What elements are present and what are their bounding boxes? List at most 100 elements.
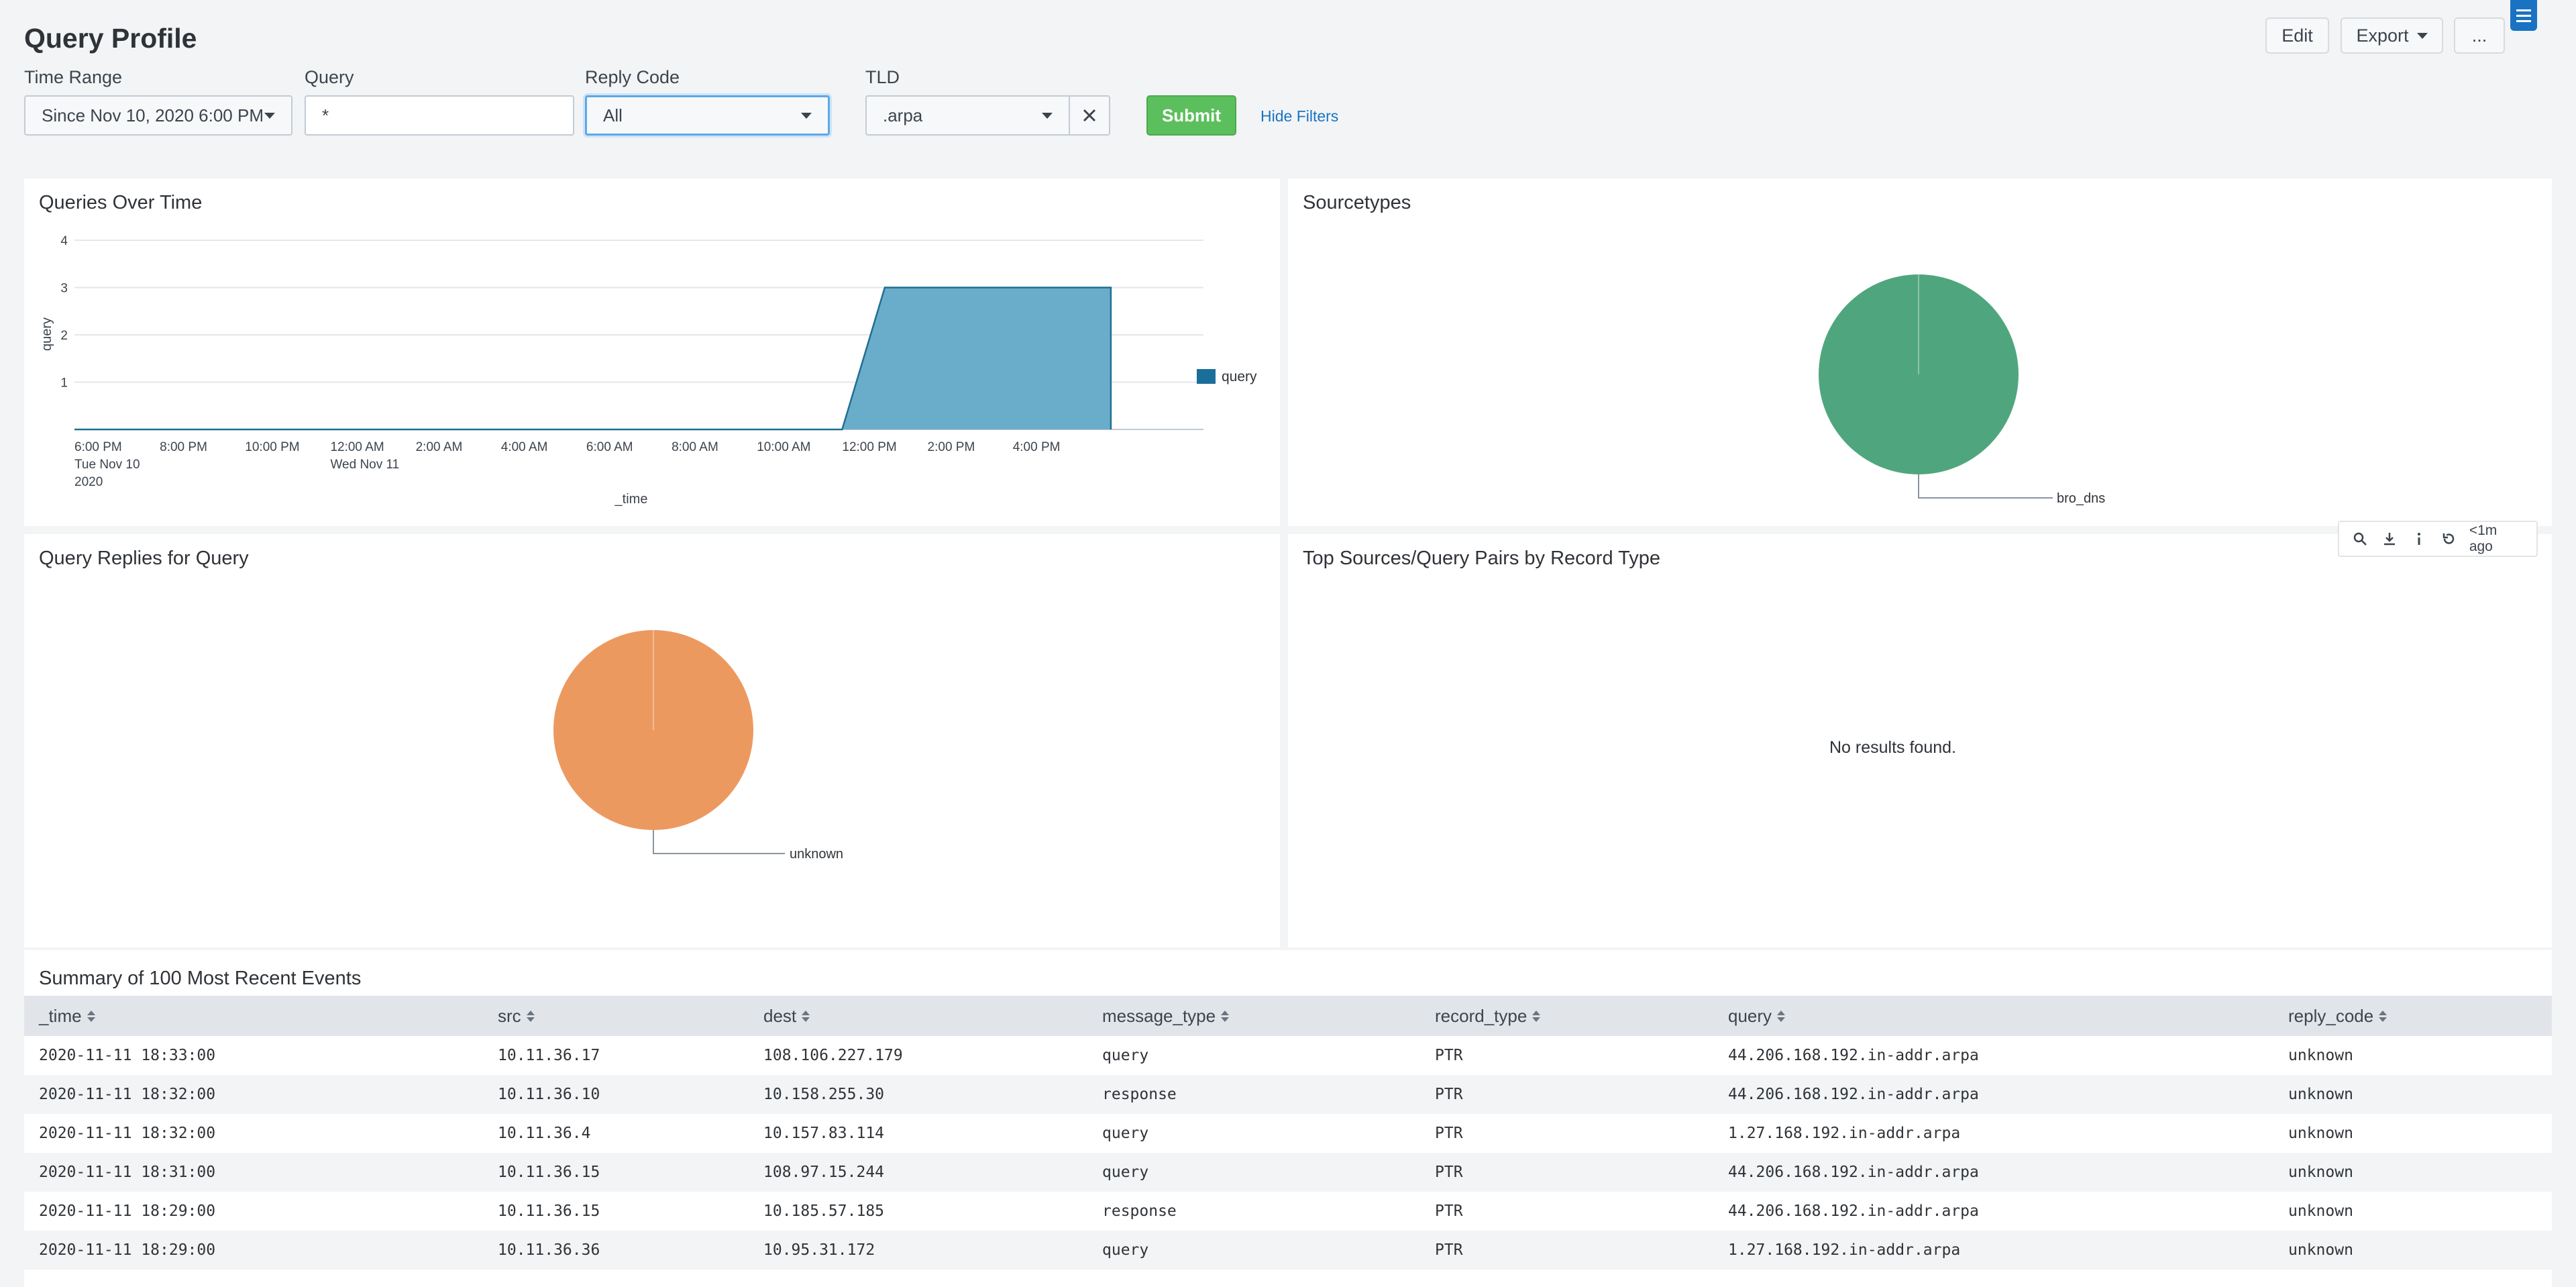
table-cell-src: 10.11.36.17	[498, 1047, 600, 1064]
table-row[interactable]: 2020-11-11 18:32:00 10.11.36.10 10.158.255…	[24, 1075, 2552, 1114]
legend-swatch-query	[1197, 369, 1216, 384]
table-cell-record-type: PTR	[1435, 1241, 1463, 1259]
table-cell--time: 2020-11-11 18:33:00	[39, 1047, 216, 1064]
hide-filters-link[interactable]: Hide Filters	[1260, 107, 1339, 125]
legend-label-query: query	[1222, 369, 1257, 384]
time-range-label: Time Range	[24, 67, 123, 87]
y-tick-label: 2	[60, 329, 68, 343]
table-cell-dest: 108.97.15.244	[763, 1164, 885, 1181]
column-header--time[interactable]: _time	[39, 996, 95, 1036]
sort-icon[interactable]	[2379, 1010, 2387, 1022]
tld-dropdown[interactable]: .arpa	[865, 95, 1070, 136]
search-icon[interactable]	[2351, 530, 2369, 548]
table-cell-reply-code: unknown	[2288, 1241, 2353, 1259]
chevron-down-icon	[1042, 112, 1053, 119]
sort-icon[interactable]	[1777, 1010, 1786, 1022]
column-header-label: record_type	[1435, 1005, 1527, 1026]
query-input[interactable]: *	[305, 95, 574, 136]
x-tick-label: 2020	[74, 475, 103, 489]
pie-slice-bro-dns[interactable]	[1819, 274, 2019, 474]
y-tick-label: 1	[60, 376, 68, 391]
panel-title: Query Replies for Query	[39, 548, 249, 569]
x-axis-title: _time	[614, 492, 648, 507]
sourcetypes-panel: Sourcetypes bro_dns	[1288, 178, 2552, 526]
reply-code-dropdown[interactable]: All	[585, 95, 830, 136]
export-button[interactable]: Export	[2341, 17, 2443, 54]
x-tick-label: 8:00 PM	[160, 440, 207, 454]
sourcetypes-pie-chart: bro_dns	[1819, 274, 2105, 506]
column-header-reply-code[interactable]: reply_code	[2288, 996, 2387, 1036]
query-replies-panel: Query Replies for Query unknown	[24, 534, 1280, 947]
table-cell-dest: 108.106.227.179	[763, 1047, 903, 1064]
panel-actions-bar: <1m ago	[2338, 521, 2538, 557]
table-row[interactable]: 2020-11-11 18:29:00 10.11.36.36 10.95.31.1…	[24, 1231, 2552, 1270]
column-header-label: src	[498, 1005, 521, 1026]
table-cell-dest: 10.157.83.114	[763, 1125, 885, 1142]
x-tick-label: 6:00 PM	[74, 440, 122, 454]
column-header-dest[interactable]: dest	[763, 996, 810, 1036]
reply-code-value: All	[603, 105, 623, 125]
table-cell-src: 10.11.36.36	[498, 1241, 600, 1259]
table-title: Summary of 100 Most Recent Events	[39, 968, 362, 989]
pie-slice-unknown[interactable]	[553, 630, 753, 830]
panel-title: Queries Over Time	[39, 192, 203, 213]
x-tick-label: 10:00 AM	[757, 440, 810, 454]
tld-value: .arpa	[883, 105, 923, 125]
time-range-picker[interactable]: Since Nov 10, 2020 6:00 PM	[24, 95, 292, 136]
reply-code-label: Reply Code	[585, 67, 680, 87]
no-results-message: No results found.	[1829, 738, 1956, 757]
column-header-record-type[interactable]: record_type	[1435, 996, 1541, 1036]
refresh-icon[interactable]	[2440, 530, 2457, 548]
tld-clear-button[interactable]	[1069, 95, 1110, 136]
sort-icon[interactable]	[1221, 1010, 1230, 1022]
panel-title: Sourcetypes	[1303, 192, 1411, 213]
x-tick-label: 2:00 PM	[928, 440, 975, 454]
table-cell-reply-code: unknown	[2288, 1047, 2353, 1064]
table-row[interactable]: 2020-11-11 18:31:00 10.11.36.15 108.97.15.…	[24, 1153, 2552, 1192]
column-header-src[interactable]: src	[498, 996, 535, 1036]
table-cell-record-type: PTR	[1435, 1164, 1463, 1181]
column-header-query[interactable]: query	[1728, 996, 1786, 1036]
sort-icon[interactable]	[802, 1010, 810, 1022]
close-icon	[1083, 109, 1096, 122]
x-tick-label: Tue Nov 10	[74, 458, 140, 472]
info-icon[interactable]	[2410, 530, 2428, 548]
last-updated-text: <1m ago	[2469, 523, 2498, 554]
table-cell-record-type: PTR	[1435, 1202, 1463, 1220]
table-row[interactable]: 2020-11-11 18:33:00 10.11.36.17 108.106.22…	[24, 1036, 2552, 1075]
edit-button[interactable]: Edit	[2265, 17, 2329, 54]
table-cell-src: 10.11.36.15	[498, 1164, 600, 1181]
table-cell-query: 1.27.168.192.in-addr.arpa	[1728, 1125, 1961, 1142]
table-cell-reply-code: unknown	[2288, 1202, 2353, 1220]
table-row[interactable]: 2020-11-11 18:29:00 10.11.36.15 10.185.57.…	[24, 1192, 2552, 1231]
table-cell--time: 2020-11-11 18:32:00	[39, 1086, 216, 1103]
sort-icon[interactable]	[526, 1010, 535, 1022]
submit-button[interactable]: Submit	[1146, 95, 1236, 136]
table-cell-record-type: PTR	[1435, 1047, 1463, 1064]
pie-label-unknown: unknown	[790, 847, 843, 862]
x-tick-label: 4:00 PM	[1013, 440, 1061, 454]
table-row[interactable]: 2020-11-11 18:32:00 10.11.36.4 10.157.83.1…	[24, 1114, 2552, 1153]
table-cell-message-type: query	[1102, 1241, 1149, 1259]
query-input-value: *	[322, 105, 329, 125]
time-range-value: Since Nov 10, 2020 6:00 PM	[42, 105, 264, 125]
queries-over-time-panel: Queries Over Time 1 2 3 4 6:00 PM Tue Nov 10 2…	[24, 178, 1280, 526]
x-tick-label: 2:00 AM	[416, 440, 463, 454]
table-cell-query: 1.27.168.192.in-addr.arpa	[1728, 1241, 1961, 1259]
table-cell-message-type: response	[1102, 1202, 1177, 1220]
table-cell-reply-code: unknown	[2288, 1086, 2353, 1103]
chevron-down-icon	[2416, 32, 2428, 39]
table-cell-query: 44.206.168.192.in-addr.arpa	[1728, 1164, 1979, 1181]
panel-title: Top Sources/Query Pairs by Record Type	[1303, 548, 1660, 569]
sort-icon[interactable]	[87, 1010, 95, 1022]
x-tick-label: 12:00 AM	[330, 440, 384, 454]
sort-icon[interactable]	[1532, 1010, 1541, 1022]
table-header-row: _time src dest message_type record_type query…	[24, 996, 2552, 1036]
download-icon[interactable]	[2381, 530, 2398, 548]
x-tick-label: Wed Nov 11	[330, 458, 399, 472]
tld-label: TLD	[865, 67, 900, 87]
more-actions-button[interactable]: ...	[2454, 17, 2505, 54]
hamburger-menu-icon[interactable]	[2510, 0, 2537, 31]
column-header-message-type[interactable]: message_type	[1102, 996, 1230, 1036]
table-cell-record-type: PTR	[1435, 1125, 1463, 1142]
